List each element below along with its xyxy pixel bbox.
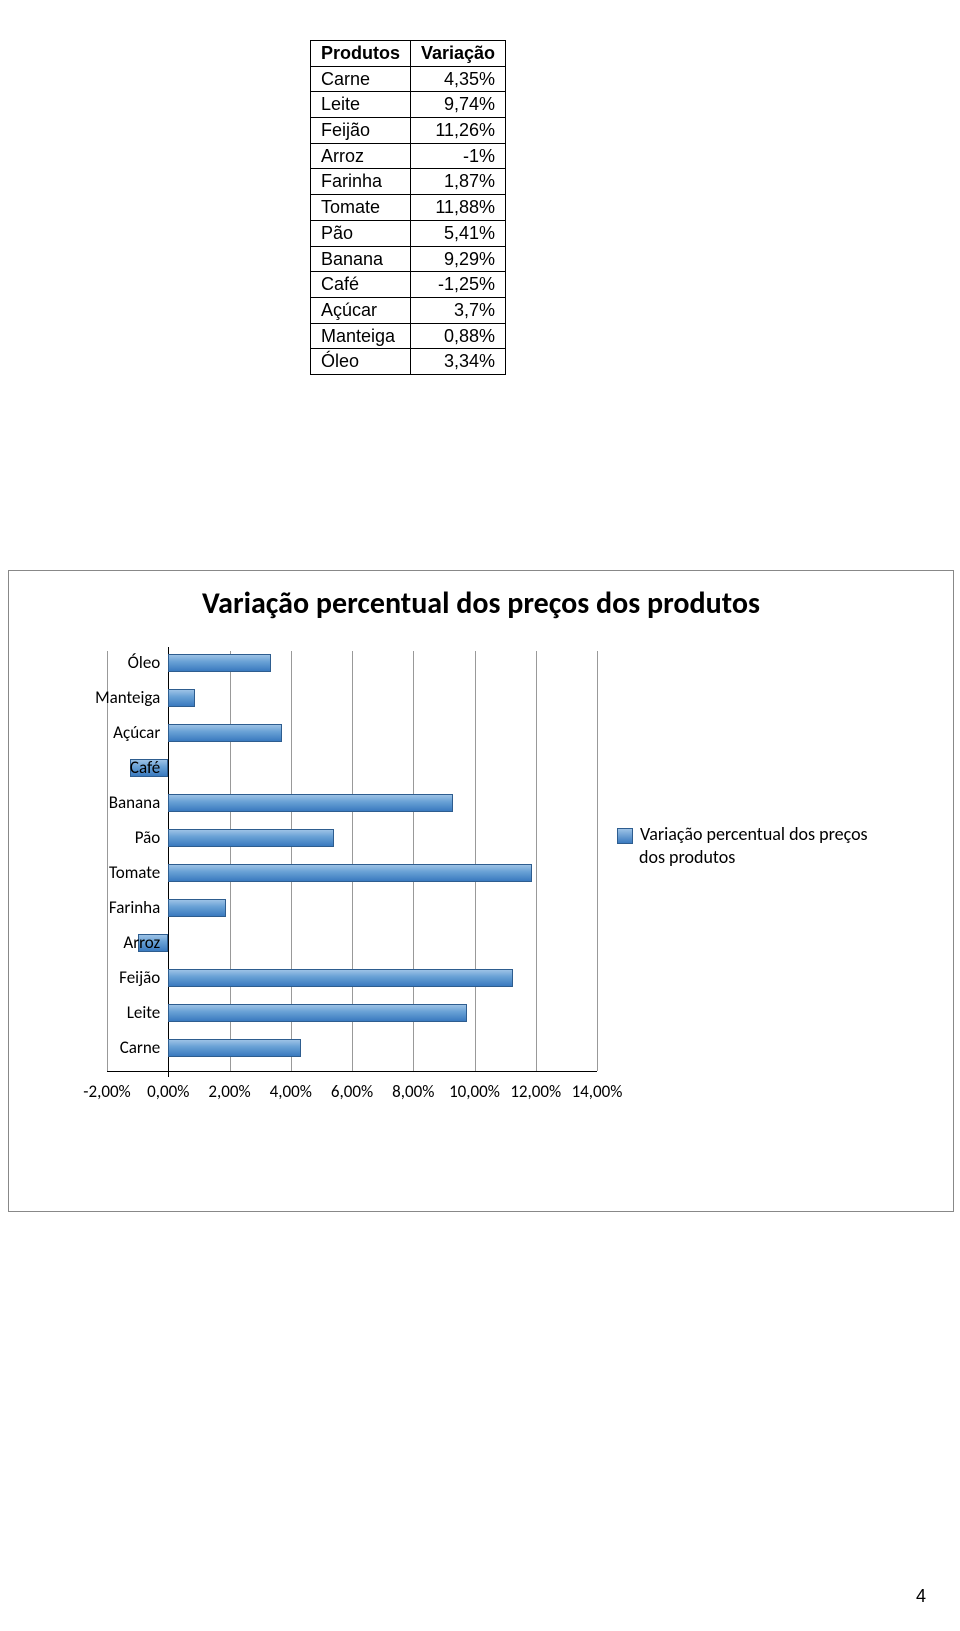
chart-x-axis xyxy=(107,1071,597,1072)
table-row: Arroz-1% xyxy=(311,143,506,169)
cell-val: 0,88% xyxy=(411,323,506,349)
chart-category-label: Pão xyxy=(80,827,160,848)
cell-prod: Tomate xyxy=(311,195,411,221)
chart-bar xyxy=(168,724,281,742)
chart-bar xyxy=(168,829,334,847)
chart-x-tick-label: 10,00% xyxy=(443,1081,507,1102)
table-row: Tomate11,88% xyxy=(311,195,506,221)
legend-text-line2: dos produtos xyxy=(639,846,735,868)
chart-x-tick-label: 14,00% xyxy=(565,1081,629,1102)
chart-bar xyxy=(168,794,453,812)
table-header-variacao: Variação xyxy=(411,41,506,67)
chart-x-tick-label: 12,00% xyxy=(504,1081,568,1102)
chart-x-tick-label: -2,00% xyxy=(75,1081,139,1102)
cell-prod: Açúcar xyxy=(311,297,411,323)
chart-category-label: Leite xyxy=(80,1002,160,1023)
chart-category-label: Arroz xyxy=(80,932,160,953)
cell-val: 3,34% xyxy=(411,349,506,375)
chart-category-label: Banana xyxy=(80,792,160,813)
cell-prod: Farinha xyxy=(311,169,411,195)
chart-gridline xyxy=(475,651,476,1071)
chart-container: Variação percentual dos preços dos produ… xyxy=(8,570,954,1212)
chart-bar xyxy=(168,864,532,882)
chart-category-label: Óleo xyxy=(80,652,160,673)
table-row: Açúcar3,7% xyxy=(311,297,506,323)
produtos-variacao-table: Produtos Variação Carne4,35% Leite9,74% … xyxy=(310,40,506,375)
chart-category-label: Farinha xyxy=(80,897,160,918)
cell-val: 11,26% xyxy=(411,118,506,144)
cell-val: 5,41% xyxy=(411,220,506,246)
chart-bar xyxy=(168,1039,301,1057)
cell-prod: Feijão xyxy=(311,118,411,144)
cell-prod: Arroz xyxy=(311,143,411,169)
legend-swatch-icon xyxy=(617,828,633,844)
chart-bar xyxy=(168,1004,466,1022)
cell-prod: Carne xyxy=(311,66,411,92)
chart-legend: Variação percentual dos preços dos produ… xyxy=(617,823,868,868)
table-row: Pão5,41% xyxy=(311,220,506,246)
cell-val: 11,88% xyxy=(411,195,506,221)
cell-prod: Pão xyxy=(311,220,411,246)
chart-category-label: Tomate xyxy=(80,862,160,883)
cell-prod: Banana xyxy=(311,246,411,272)
chart-bar xyxy=(168,654,270,672)
table-row: Café-1,25% xyxy=(311,272,506,298)
chart-x-tick-label: 6,00% xyxy=(320,1081,384,1102)
chart-x-tick-label: 2,00% xyxy=(198,1081,262,1102)
chart-bar xyxy=(168,969,513,987)
cell-val: -1,25% xyxy=(411,272,506,298)
chart-plot-area: -2,00%0,00%2,00%4,00%6,00%8,00%10,00%12,… xyxy=(107,651,597,1071)
chart-category-label: Carne xyxy=(80,1037,160,1058)
cell-prod: Óleo xyxy=(311,349,411,375)
chart-x-tick-label: 8,00% xyxy=(381,1081,445,1102)
table-row: Manteiga0,88% xyxy=(311,323,506,349)
table-row: Leite9,74% xyxy=(311,92,506,118)
table-row: Banana9,29% xyxy=(311,246,506,272)
legend-text-line1: Variação percentual dos preços xyxy=(640,823,868,845)
table-row: Óleo3,34% xyxy=(311,349,506,375)
table-header-produtos: Produtos xyxy=(311,41,411,67)
chart-category-label: Açúcar xyxy=(80,722,160,743)
chart-category-label: Feijão xyxy=(80,967,160,988)
cell-val: 4,35% xyxy=(411,66,506,92)
cell-val: -1% xyxy=(411,143,506,169)
chart-title: Variação percentual dos preços dos produ… xyxy=(9,571,953,622)
chart-category-label: Manteiga xyxy=(80,687,160,708)
page-number: 4 xyxy=(916,1586,926,1607)
chart-bar xyxy=(168,899,225,917)
cell-val: 9,29% xyxy=(411,246,506,272)
table-row: Feijão11,26% xyxy=(311,118,506,144)
chart-x-tick-label: 0,00% xyxy=(136,1081,200,1102)
cell-val: 3,7% xyxy=(411,297,506,323)
cell-prod: Leite xyxy=(311,92,411,118)
cell-prod: Café xyxy=(311,272,411,298)
page: Produtos Variação Carne4,35% Leite9,74% … xyxy=(0,0,960,1631)
chart-gridline xyxy=(597,651,598,1071)
cell-val: 1,87% xyxy=(411,169,506,195)
cell-prod: Manteiga xyxy=(311,323,411,349)
chart-category-label: Café xyxy=(80,757,160,778)
table-row: Carne4,35% xyxy=(311,66,506,92)
chart-bar xyxy=(168,689,195,707)
table-row: Farinha1,87% xyxy=(311,169,506,195)
chart-x-tick-label: 4,00% xyxy=(259,1081,323,1102)
chart-gridline xyxy=(536,651,537,1071)
cell-val: 9,74% xyxy=(411,92,506,118)
